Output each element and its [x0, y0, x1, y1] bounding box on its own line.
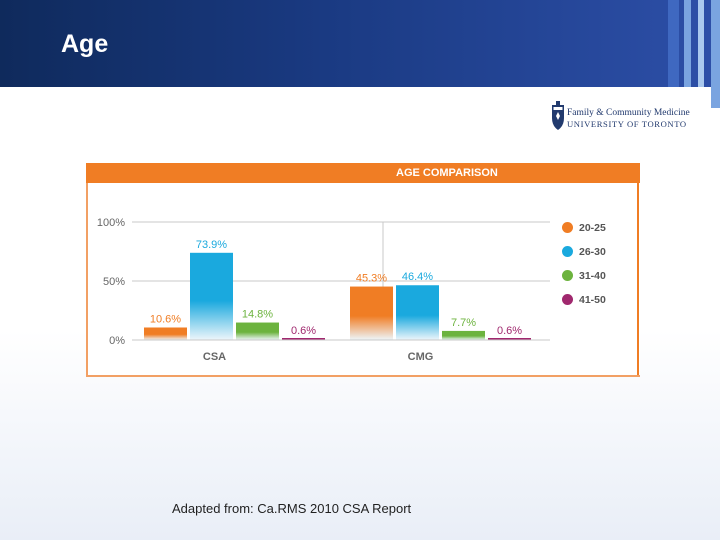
university-logo: Family & Community Medicine UNIVERSITY O…: [551, 101, 691, 133]
chart-svg: 0% 50% 100% 10.6% 73.9% 14.8% 0.6% CSA 45.3% 46.4…: [97, 217, 606, 363]
data-label: 0.6%: [497, 325, 522, 337]
x-category-label: CMG: [408, 351, 434, 363]
bar-csa-31-40: [236, 322, 279, 340]
crest-icon: [552, 101, 564, 130]
data-label: 46.4%: [402, 271, 433, 283]
bar-csa-20-25: [144, 327, 187, 340]
data-label: 7.7%: [451, 317, 476, 329]
slide-title: Age: [61, 30, 109, 58]
source-note: Adapted from: Ca.RMS 2010 CSA Report: [172, 501, 412, 516]
bar-cmg-20-25: [350, 286, 393, 340]
legend-swatch: [562, 246, 573, 257]
data-label: 10.6%: [150, 313, 181, 325]
logo-department: Family & Community Medicine: [567, 108, 690, 118]
y-tick-label: 100%: [97, 217, 125, 229]
legend-swatch: [562, 270, 573, 281]
data-label: 45.3%: [356, 273, 387, 285]
legend-label: 41-50: [579, 294, 606, 306]
data-label: 0.6%: [291, 325, 316, 337]
chart-frame-edge: [637, 183, 639, 377]
slide-header: [0, 0, 720, 87]
header-stripe: [684, 0, 691, 87]
logo-university: UNIVERSITY OF TORONTO: [567, 119, 687, 129]
legend-swatch: [562, 222, 573, 233]
legend-label: 26-30: [579, 246, 606, 258]
bar-cmg-26-30: [396, 285, 439, 340]
bar-csa-26-30: [190, 252, 233, 340]
bar-csa-41-50: [282, 338, 325, 340]
x-category-label: CSA: [203, 351, 226, 363]
legend-label: 31-40: [579, 270, 606, 282]
legend-label: 20-25: [579, 222, 606, 234]
data-label: 73.9%: [196, 239, 227, 251]
chart-frame: AGE COMPARISON 0% 50% 100% 10.6% 73.9% 14.8% 0…: [86, 163, 640, 377]
header-stripe: [668, 0, 679, 87]
chart-title: AGE COMPARISON: [396, 167, 498, 179]
y-tick-label: 50%: [103, 276, 125, 288]
chart-frame-edge: [86, 375, 640, 377]
data-label: 14.8%: [242, 309, 273, 321]
chart-frame-edge: [86, 183, 88, 377]
bar-cmg-31-40: [442, 330, 485, 340]
header-stripe: [698, 0, 704, 87]
header-side-bar: [711, 0, 720, 108]
y-tick-label: 0%: [109, 335, 125, 347]
legend-swatch: [562, 294, 573, 305]
bar-cmg-41-50: [488, 338, 531, 340]
chart-banner: [86, 163, 640, 183]
